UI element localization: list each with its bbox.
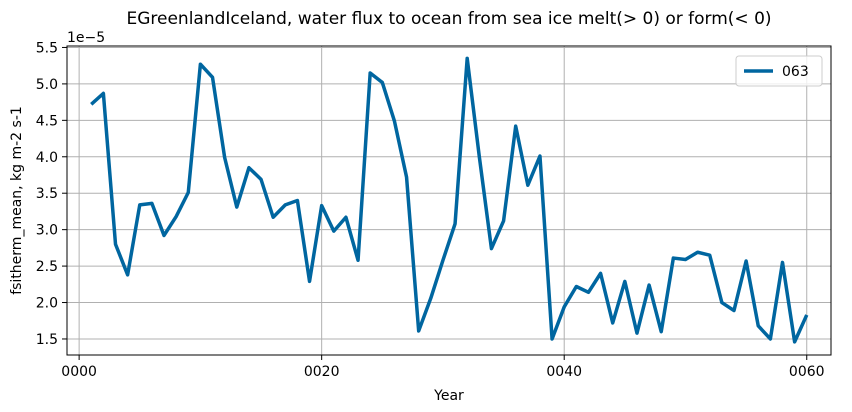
data-point	[429, 297, 432, 300]
data-point	[684, 258, 687, 261]
legend-label-063: 063	[782, 64, 809, 80]
data-point	[393, 120, 396, 123]
data-point	[247, 166, 250, 169]
data-point	[344, 216, 347, 219]
y-axis: 1.5 2.0 2.5 3.0 3.5 4.0 4.5 5.0 5.5	[36, 40, 67, 348]
data-point	[696, 251, 699, 254]
data-point	[114, 243, 117, 246]
data-point	[235, 206, 238, 209]
data-point	[672, 257, 675, 260]
y-tick-label: 3.0	[36, 223, 58, 239]
chart-title: EGreenlandIceland, water flux to ocean f…	[126, 9, 771, 29]
data-point	[150, 202, 153, 205]
x-tick-label: 0020	[304, 364, 340, 380]
data-point	[417, 329, 420, 332]
data-point	[272, 216, 275, 219]
y-tick-label: 1.5	[36, 332, 58, 348]
data-point	[720, 301, 723, 304]
y-axis-label: fsitherm_mean, kg m-2 s-1	[9, 106, 25, 295]
data-point	[357, 259, 360, 262]
data-point	[769, 337, 772, 340]
data-point	[320, 204, 323, 207]
x-axis: 0000 0020 0040 0060	[61, 355, 825, 380]
y-tick-label: 4.5	[36, 113, 58, 129]
data-point	[563, 305, 566, 308]
data-point	[805, 313, 808, 316]
y-tick-label: 5.0	[36, 77, 58, 93]
data-point	[551, 337, 554, 340]
data-point	[308, 280, 311, 283]
x-axis-label: Year	[433, 388, 464, 404]
data-point	[284, 203, 287, 206]
data-point	[623, 280, 626, 283]
data-point	[793, 340, 796, 343]
data-point	[611, 321, 614, 324]
data-point	[635, 332, 638, 335]
plot-frame	[66, 45, 832, 356]
data-point	[599, 272, 602, 275]
data-point	[175, 215, 178, 218]
data-point	[660, 330, 663, 333]
data-point	[441, 259, 444, 262]
data-point	[502, 219, 505, 222]
data-point	[757, 324, 760, 327]
data-point	[648, 284, 651, 287]
y-tick-label: 2.5	[36, 259, 58, 275]
data-point	[332, 230, 335, 233]
series-layer	[90, 56, 809, 344]
data-point	[732, 309, 735, 312]
data-point	[138, 203, 141, 206]
data-point	[223, 156, 226, 159]
data-point	[478, 155, 481, 158]
data-point	[745, 259, 748, 262]
data-point	[211, 76, 214, 79]
y-tick-label: 2.0	[36, 296, 58, 312]
y-tick-label: 4.0	[36, 150, 58, 166]
data-point	[126, 273, 129, 276]
data-point	[187, 191, 190, 194]
y-axis-scale-label: 1e−5	[67, 30, 105, 46]
data-point	[538, 155, 541, 158]
data-point	[526, 184, 529, 187]
data-point	[199, 63, 202, 66]
data-point	[514, 125, 517, 128]
data-point	[575, 285, 578, 288]
data-point	[490, 247, 493, 250]
data-point	[369, 71, 372, 74]
data-point	[102, 92, 105, 95]
data-point	[405, 176, 408, 179]
data-point	[454, 222, 457, 225]
x-tick-label: 0060	[789, 364, 825, 380]
x-tick-label: 0000	[61, 364, 97, 380]
x-tick-label: 0040	[546, 364, 582, 380]
legend-box	[735, 55, 823, 87]
series-line-063	[90, 56, 809, 344]
y-tick-label: 3.5	[36, 186, 58, 202]
legend: 063	[735, 55, 823, 87]
data-point	[296, 199, 299, 202]
data-point	[466, 57, 469, 60]
data-point	[163, 234, 166, 237]
data-point	[260, 178, 263, 181]
y-tick-label: 5.5	[36, 40, 58, 56]
data-point	[587, 291, 590, 294]
data-point	[708, 254, 711, 257]
data-point	[381, 81, 384, 84]
data-point	[781, 261, 784, 264]
data-point	[90, 103, 93, 106]
